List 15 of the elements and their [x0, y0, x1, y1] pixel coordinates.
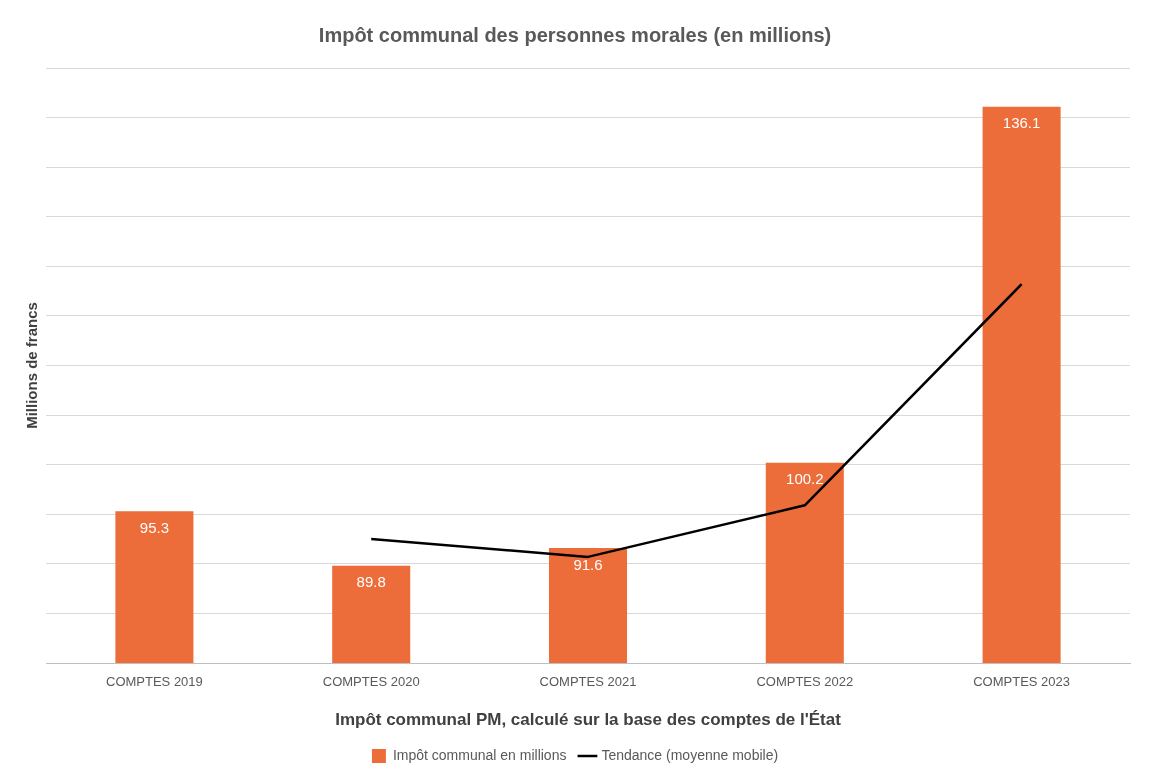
data-label: 95.3 — [139, 518, 169, 536]
data-label: 100.2 — [786, 470, 824, 488]
x-tick-label: COMPTES 2020 — [322, 674, 420, 690]
x-tick-label: COMPTES 2019 — [105, 674, 203, 690]
legend-label: Tendance (moyenne mobile) — [601, 746, 779, 763]
x-tick-label: COMPTES 2022 — [756, 674, 854, 690]
data-label: 89.8 — [356, 573, 386, 591]
y-axis-title: Millions de francs — [23, 302, 41, 429]
legend-label: Impôt communal en millions — [392, 746, 567, 763]
data-label: 91.6 — [573, 555, 603, 573]
data-label: 136.1 — [1002, 114, 1041, 132]
x-tick-label: COMPTES 2023 — [973, 674, 1071, 690]
x-tick-label: COMPTES 2021 — [539, 674, 637, 690]
x-axis-title: Impôt communal PM, calculé sur la base des comptes de l'État — [335, 710, 842, 730]
chart-title: Impôt communal des personnes morales (en millions) — [318, 23, 832, 46]
